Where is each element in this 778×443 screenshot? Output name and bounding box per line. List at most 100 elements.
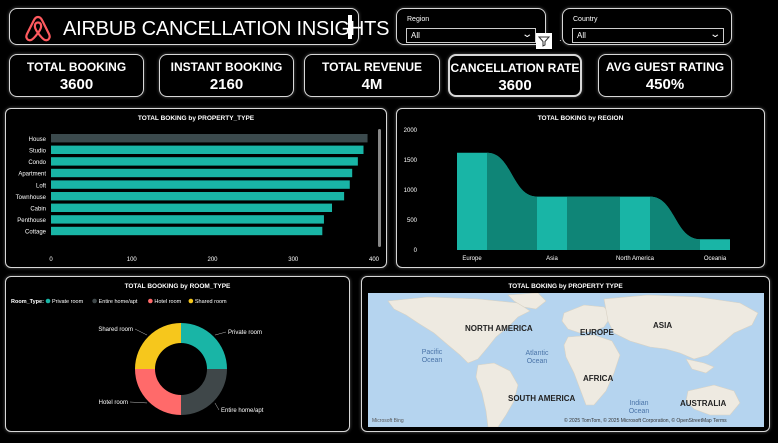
bar-studio xyxy=(51,145,364,154)
country-slicer: Country All ⌄ xyxy=(562,8,732,45)
property-type-bar-chart: House Studio Condo Apartment Loft Townhouse Ca… xyxy=(16,129,381,263)
kpi-value: 3600 xyxy=(59,76,94,93)
x-tick-label: 200 xyxy=(207,257,218,263)
kpi-instant-booking: INSTANT BOOKING 2160 xyxy=(159,54,294,97)
kpi-value: 450% xyxy=(645,76,685,93)
region-slicer-label: Region xyxy=(407,16,430,23)
kpi-total-booking: TOTAL BOOKING 3600 xyxy=(9,54,144,97)
dashboard-title: AIRBUB CANCELLATION INSIGHTS xyxy=(63,18,390,40)
microsoft-bing-logo: Microsoft Bing xyxy=(372,418,404,424)
world-map-land xyxy=(387,293,759,427)
category-label: Condo xyxy=(28,160,46,166)
region-transition xyxy=(487,152,537,250)
kpi-value: 3600 xyxy=(498,77,532,94)
category-label: Penthouse xyxy=(17,218,46,224)
kpi-label: CANCELLATION RATE xyxy=(450,61,580,75)
leader-line xyxy=(134,328,148,336)
bar-cottage xyxy=(51,226,323,236)
map-panel: TOTAL BOKING by PROPERTY TYPE NORTH AMER… xyxy=(361,276,770,432)
title-accent-bar xyxy=(348,15,352,39)
y-tick-label: 0 xyxy=(414,248,418,254)
country-dropdown[interactable]: All ⌄ xyxy=(572,28,724,43)
donut-slice-shared-room xyxy=(135,323,181,369)
category-label: Apartment xyxy=(18,172,46,178)
chevron-down-icon: ⌄ xyxy=(520,29,533,40)
category-label: Cabin xyxy=(30,207,46,213)
category-label: Cottage xyxy=(25,230,47,236)
region-transition xyxy=(650,196,700,250)
y-tick-label: 1000 xyxy=(404,188,418,194)
country-slicer-label: Country xyxy=(573,16,598,23)
y-tick-label: 2000 xyxy=(404,128,418,134)
bar-condo xyxy=(51,157,358,166)
room-type-donut-chart: Room_Type: Private room Entire home/apt Hot… xyxy=(11,298,264,415)
bar-townhouse xyxy=(51,192,345,201)
kpi-label: TOTAL BOOKING xyxy=(26,60,127,74)
chart-title: TOTAL BOKING by REGION xyxy=(537,115,624,122)
kpi-label: INSTANT BOOKING xyxy=(170,60,283,74)
bar-house xyxy=(51,134,368,143)
room-type-chart-panel: TOTAL BOOKING by ROOM_TYPE Room_Type: Pri… xyxy=(5,276,350,432)
map-label-asia: ASIA xyxy=(653,321,673,330)
x-tick-label: Europe xyxy=(462,256,482,262)
y-tick-label: 500 xyxy=(407,218,418,224)
legend-label: Hotel room xyxy=(154,299,181,305)
bar-penthouse xyxy=(51,215,324,224)
donut-slice-entire-home-apt xyxy=(181,369,227,415)
property-type-chart-panel: TOTAL BOKING by PROPERTY_TYPE House Studi… xyxy=(5,108,387,268)
x-tick-label: North America xyxy=(616,256,655,262)
map-label-south-america: SOUTH AMERICA xyxy=(508,394,576,403)
chart-title: TOTAL BOOKING by ROOM_TYPE xyxy=(124,283,231,290)
kpi-value: 2160 xyxy=(209,76,244,93)
data-label: Entire home/apt xyxy=(221,408,264,414)
country-dropdown-value: All xyxy=(577,31,586,40)
kpi-label: TOTAL REVENUE xyxy=(321,60,422,74)
map-label-australia: AUSTRALIA xyxy=(680,399,727,408)
map-label-pacific-ocean: Pacific Ocean xyxy=(421,349,443,364)
airbnb-logo-icon xyxy=(25,15,51,42)
category-label: Townhouse xyxy=(16,195,47,201)
map-label-north-america: NORTH AMERICA xyxy=(465,324,533,333)
data-label: Hotel room xyxy=(99,400,128,406)
leader-line xyxy=(214,331,227,336)
x-tick-label: 0 xyxy=(49,257,53,263)
region-transition xyxy=(567,196,620,250)
kpi-value: 4M xyxy=(361,76,383,93)
kpi-avg-guest-rating: AVG GUEST RATING 450% xyxy=(598,54,732,97)
y-tick-label: 1500 xyxy=(404,158,418,164)
bar-loft xyxy=(51,180,350,189)
map-label-atlantic-ocean: Atlantic Ocean xyxy=(525,350,549,365)
legend-label: Shared room xyxy=(195,299,227,305)
region-chart-panel: TOTAL BOKING by REGION 0 500 1000 1500 2000 E… xyxy=(396,108,765,268)
legend-title: Room_Type: xyxy=(11,299,44,305)
world-map[interactable]: NORTH AMERICA EUROPE ASIA AFRICA SOUTH A… xyxy=(368,293,764,427)
legend-label: Entire home/apt xyxy=(99,299,138,305)
donut-slice-hotel-room xyxy=(135,369,181,415)
category-label: Studio xyxy=(29,149,47,155)
legend-swatch xyxy=(188,298,194,304)
region-dropdown[interactable]: All ⌄ xyxy=(406,28,536,43)
category-label: House xyxy=(29,137,47,143)
region-area-chart: 0 500 1000 1500 2000 Europe Asia North America O… xyxy=(404,128,730,262)
map-label-indian-ocean: Indian Ocean xyxy=(628,400,650,415)
map-copyright[interactable]: © 2025 TomTom, © 2025 Microsoft Corporat… xyxy=(564,418,727,424)
chevron-down-icon: ⌄ xyxy=(708,29,721,40)
data-label: Private room xyxy=(228,330,262,336)
x-tick-label: 100 xyxy=(127,257,138,263)
region-dropdown-value: All xyxy=(411,31,420,40)
region-slicer: Region All ⌄ xyxy=(396,8,546,45)
kpi-cancellation-rate[interactable]: CANCELLATION RATE 3600 xyxy=(448,54,582,97)
map-label-africa: AFRICA xyxy=(583,374,614,383)
scrollbar xyxy=(378,129,381,247)
filter-icon[interactable] xyxy=(536,33,552,49)
kpi-total-revenue: TOTAL REVENUE 4M xyxy=(304,54,440,97)
donut-slice-private-room xyxy=(181,323,227,369)
leader-line xyxy=(129,401,148,404)
bar-cabin xyxy=(51,203,333,212)
chart-title: TOTAL BOKING by PROPERTY TYPE xyxy=(508,283,623,290)
map-label-europe: EUROPE xyxy=(580,328,614,337)
leader-line xyxy=(214,402,220,411)
bar-apartment xyxy=(51,168,353,178)
x-tick-label: Asia xyxy=(546,256,558,262)
x-tick-label: 400 xyxy=(369,257,380,263)
